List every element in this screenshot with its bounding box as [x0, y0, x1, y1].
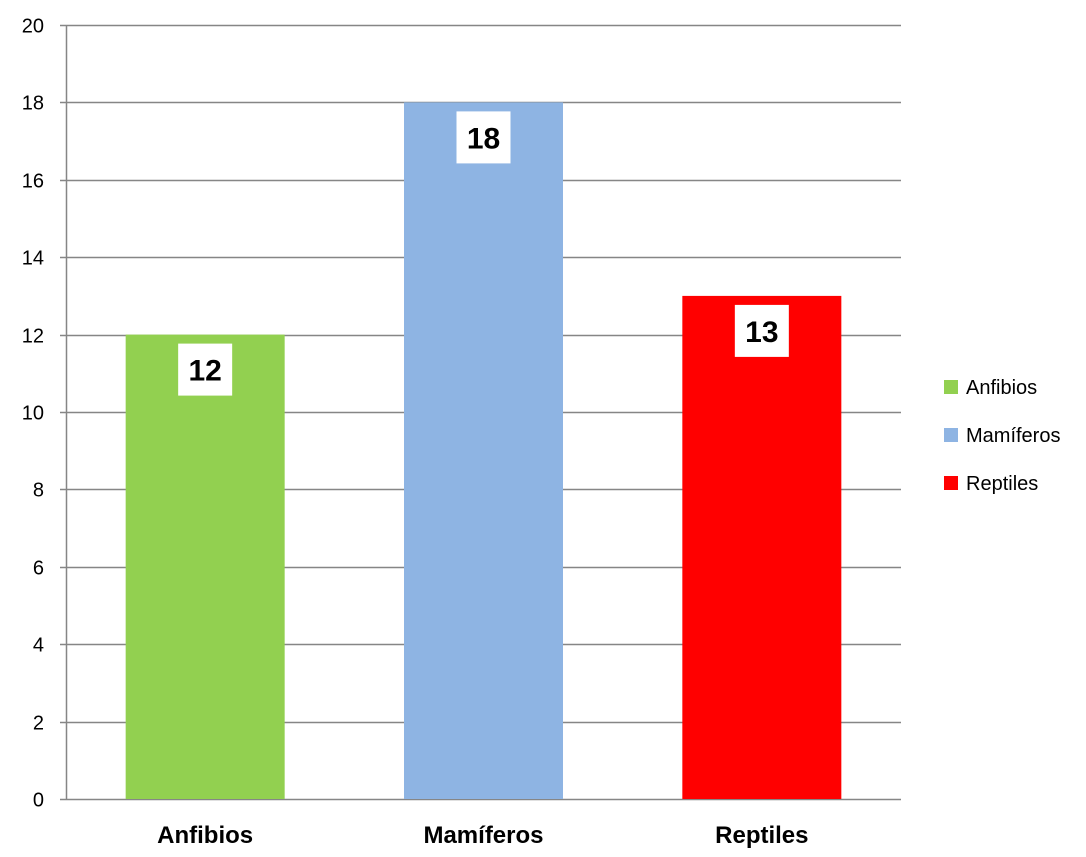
data-label-box	[456, 111, 511, 164]
y-tick-label: 14	[22, 248, 44, 270]
legend-label-anfibios: Anfibios	[966, 377, 1037, 399]
y-tick-label: 0	[33, 790, 44, 812]
data-labels: 12 18 13	[178, 111, 789, 396]
x-category-label-reptiles: Reptiles	[715, 822, 808, 849]
bar-mamiferos	[404, 102, 563, 799]
y-axis-ticks: 0 2 4 6 8 10 12 14 16 18 20	[22, 16, 44, 812]
bar-reptiles	[682, 295, 842, 799]
legend-label-mamiferos: Mamíferos	[966, 425, 1060, 447]
y-tick-label: 12	[22, 326, 44, 348]
data-label-reptiles: 13	[745, 316, 778, 349]
y-tick-label: 6	[33, 558, 44, 580]
y-tick-label: 18	[22, 93, 44, 115]
data-label-mamiferos: 18	[467, 122, 500, 155]
legend-swatch-mamiferos	[944, 428, 958, 442]
x-category-label-anfibios: Anfibios	[157, 822, 253, 849]
bar-anfibios	[125, 334, 285, 799]
data-label-box	[178, 343, 233, 396]
bars	[125, 102, 842, 799]
y-tick-label: 10	[22, 403, 44, 425]
legend-label-reptiles: Reptiles	[966, 473, 1038, 495]
y-tick-label: 16	[22, 171, 44, 193]
x-category-label-mamiferos: Mamíferos	[423, 822, 543, 849]
legend: Anfibios Mamíferos Reptiles	[944, 377, 1060, 495]
y-tick-label: 20	[22, 16, 44, 38]
y-tick-label: 2	[33, 713, 44, 735]
x-axis-categories: Anfibios Mamíferos Reptiles	[157, 822, 808, 849]
axes	[60, 25, 901, 801]
legend-swatch-anfibios	[944, 380, 958, 394]
data-label-box	[734, 304, 789, 357]
legend-swatch-reptiles	[944, 476, 958, 490]
y-tick-label: 4	[33, 635, 44, 657]
data-label-anfibios: 12	[188, 355, 221, 388]
y-tick-label: 8	[33, 480, 44, 502]
